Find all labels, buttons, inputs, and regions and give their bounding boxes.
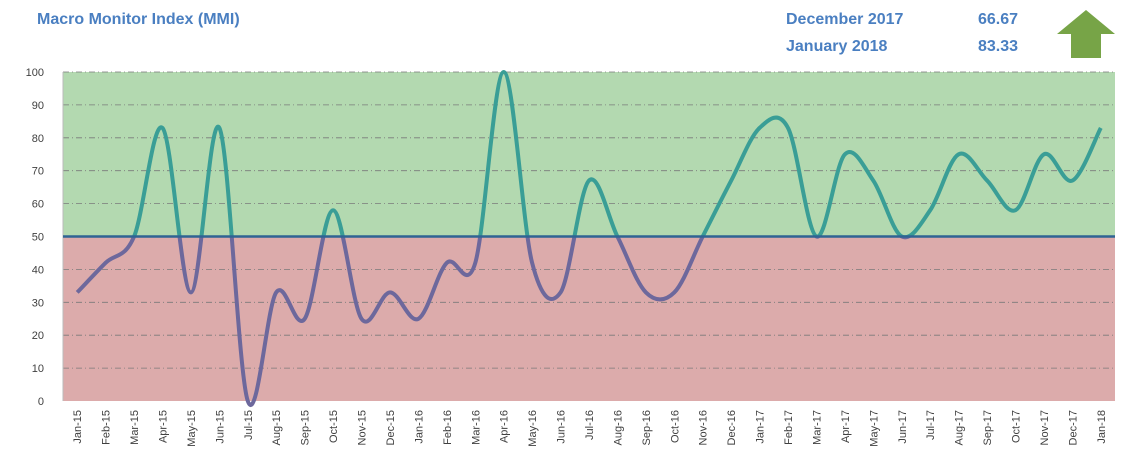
up-arrow-icon (1057, 10, 1115, 58)
x-tick-label: Aug-15 (271, 410, 283, 445)
y-tick-label: 20 (32, 330, 44, 342)
x-tick-label: Dec-17 (1067, 410, 1079, 445)
x-tick-label: Oct-17 (1010, 410, 1022, 443)
data-point (75, 290, 79, 294)
reading-label-current: January 2018 (786, 38, 888, 55)
y-tick-label: 0 (38, 396, 44, 408)
data-point (985, 179, 989, 183)
x-tick-label: Aug-17 (954, 410, 966, 445)
data-point (957, 152, 961, 156)
data-point (530, 261, 534, 265)
x-tick-label: Dec-15 (385, 410, 397, 445)
x-tick-label: Jun-15 (214, 410, 226, 444)
data-point (786, 126, 790, 130)
data-point (587, 179, 591, 183)
data-point (502, 70, 506, 74)
data-point (644, 290, 648, 294)
data-point (388, 290, 392, 294)
data-point (1070, 179, 1074, 183)
data-point (274, 290, 278, 294)
data-point (1099, 126, 1103, 130)
x-tick-label: Jun-17 (897, 410, 909, 444)
y-tick-label: 50 (32, 232, 44, 244)
below-threshold-band (63, 236, 1115, 401)
y-tick-label: 10 (32, 363, 44, 375)
x-tick-label: May-16 (527, 410, 539, 447)
x-tick-label: Nov-17 (1039, 410, 1051, 445)
x-tick-label: May-17 (868, 410, 880, 447)
x-tick-label: Jan-18 (1096, 410, 1108, 444)
x-tick-label: Dec-16 (726, 410, 738, 445)
x-tick-label: Feb-15 (101, 410, 113, 445)
data-point (445, 261, 449, 265)
x-tick-label: Jul-15 (243, 410, 255, 440)
y-tick-label: 40 (32, 264, 44, 276)
x-tick-label: Oct-15 (328, 410, 340, 443)
x-tick-label: Jan-16 (413, 410, 425, 444)
x-tick-label: Jul-16 (584, 410, 596, 440)
x-tick-label: Sep-16 (641, 410, 653, 445)
chart-title: Macro Monitor Index (MMI) (37, 11, 240, 28)
x-tick-label: Jan-17 (755, 410, 767, 444)
data-point (161, 126, 165, 130)
data-point (871, 179, 875, 183)
data-point (758, 126, 762, 130)
data-point (217, 126, 221, 130)
data-point (189, 290, 193, 294)
x-tick-label: Jul-17 (925, 410, 937, 440)
y-tick-label: 70 (32, 166, 44, 178)
x-tick-label: Mar-17 (811, 410, 823, 445)
data-point (104, 261, 108, 265)
x-tick-label: Feb-17 (783, 410, 795, 445)
x-tick-label: Mar-16 (470, 410, 482, 445)
x-tick-label: Feb-16 (442, 410, 454, 445)
reading-value-previous: 66.67 (978, 11, 1019, 28)
data-point (729, 179, 733, 183)
data-point (303, 317, 307, 321)
y-tick-label: 60 (32, 199, 44, 211)
y-tick-label: 90 (32, 100, 44, 112)
data-point (843, 152, 847, 156)
x-tick-label: Apr-15 (158, 410, 170, 443)
y-tick-label: 30 (32, 297, 44, 309)
above-threshold-band (63, 72, 1115, 237)
x-tick-label: Apr-17 (840, 410, 852, 443)
reading-label-previous: December 2017 (786, 11, 904, 28)
mmi-series-line-below (75, 236, 913, 407)
data-point (1042, 152, 1046, 156)
data-point (416, 317, 420, 321)
x-tick-label: Sep-15 (300, 410, 312, 445)
reading-value-current: 83.33 (978, 38, 1019, 55)
x-tick-label: Apr-16 (499, 410, 511, 443)
x-tick-label: Nov-15 (357, 410, 369, 445)
x-tick-label: Nov-16 (698, 410, 710, 445)
x-tick-label: May-15 (186, 410, 198, 447)
x-tick-label: Oct-16 (669, 410, 681, 443)
data-point (473, 261, 477, 265)
data-point (672, 290, 676, 294)
y-tick-label: 100 (26, 67, 44, 79)
data-point (246, 399, 250, 403)
x-tick-label: Sep-17 (982, 410, 994, 445)
data-point (331, 208, 335, 212)
x-tick-label: Jun-16 (556, 410, 568, 444)
x-tick-label: Mar-15 (129, 410, 141, 445)
data-point (360, 317, 364, 321)
x-tick-label: Jan-15 (72, 410, 84, 444)
data-point (559, 290, 563, 294)
x-tick-label: Aug-16 (612, 410, 624, 445)
data-point (928, 208, 932, 212)
data-point (1013, 208, 1017, 212)
y-tick-label: 80 (32, 133, 44, 145)
